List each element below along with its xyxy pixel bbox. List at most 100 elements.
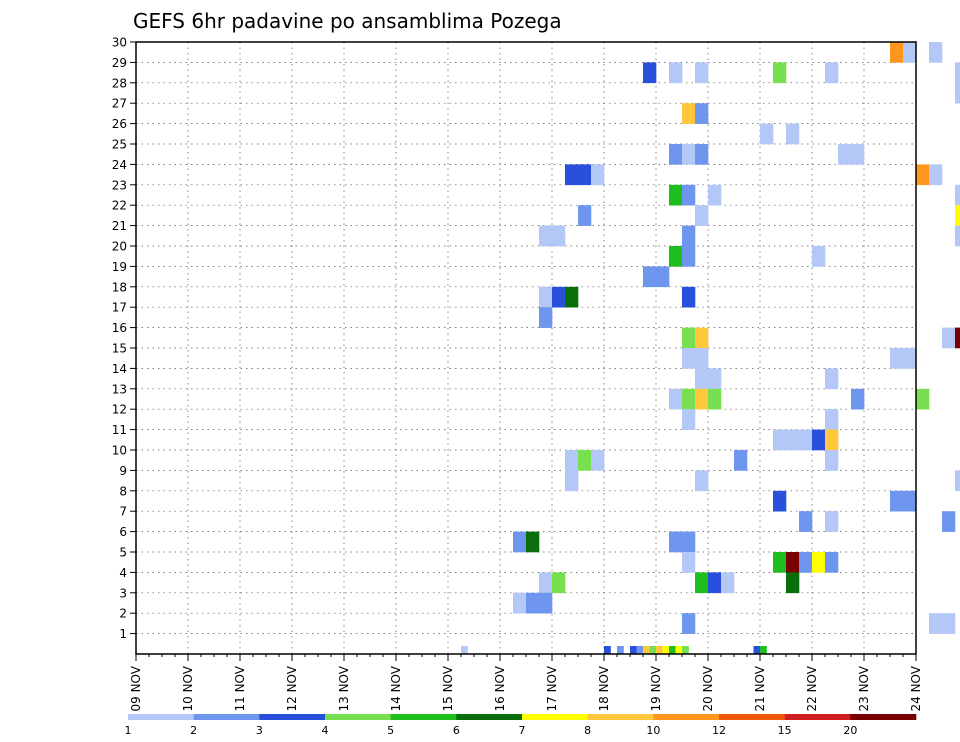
x-tick-label: 14 NOV — [389, 665, 403, 711]
data-cell — [604, 646, 611, 654]
colorbar-label: 8 — [584, 724, 591, 737]
data-cell — [955, 470, 960, 492]
data-cell — [669, 144, 683, 165]
data-cell — [695, 572, 709, 594]
data-cell — [760, 123, 774, 145]
data-cell — [955, 184, 960, 206]
data-cell — [669, 184, 683, 206]
data-cell — [539, 307, 553, 328]
y-tick-label: 24 — [112, 158, 127, 172]
data-cell — [695, 470, 709, 492]
data-cell — [786, 552, 800, 573]
x-tick-label: 24 NOV — [909, 665, 923, 711]
data-cell — [786, 429, 800, 451]
x-tick-label: 20 NOV — [701, 665, 715, 711]
data-cell — [721, 572, 735, 594]
data-cell — [773, 490, 787, 512]
x-tick-label: 13 NOV — [337, 665, 351, 711]
data-cell — [565, 450, 579, 471]
colorbar-label: 3 — [256, 724, 263, 737]
data-cell — [682, 103, 696, 124]
y-tick-label: 26 — [112, 117, 127, 131]
data-cell — [513, 531, 527, 553]
data-cell — [669, 388, 683, 410]
x-tick-label: 15 NOV — [441, 665, 455, 711]
data-cell — [695, 368, 709, 390]
data-cell — [695, 103, 709, 124]
chart-title: GEFS 6hr padavine po ansamblima Pozega — [133, 9, 562, 33]
y-tick-label: 20 — [112, 240, 127, 254]
data-cell — [708, 388, 722, 410]
y-tick-label: 30 — [112, 36, 127, 50]
data-cell — [539, 225, 553, 247]
data-cell — [695, 327, 709, 349]
data-cell — [825, 552, 839, 573]
x-tick-label: 12 NOV — [285, 665, 299, 711]
colorbar-swatch — [456, 714, 523, 720]
y-tick-label: 16 — [112, 321, 127, 335]
y-tick-label: 22 — [112, 199, 127, 213]
data-cell — [675, 646, 683, 654]
colorbar-label: 15 — [778, 724, 792, 737]
data-cell — [812, 429, 826, 451]
y-tick-label: 3 — [119, 586, 127, 600]
data-cell — [539, 286, 553, 308]
data-cell — [617, 646, 624, 654]
data-cell — [578, 164, 592, 186]
data-cell — [955, 62, 960, 84]
x-tick-label: 21 NOV — [753, 665, 767, 711]
colorbar-swatch — [390, 714, 457, 720]
data-cell — [682, 327, 696, 349]
data-cell — [890, 348, 904, 369]
y-tick-label: 23 — [112, 178, 127, 192]
data-cell — [955, 205, 960, 226]
data-cell — [630, 646, 637, 654]
data-cell — [812, 552, 826, 573]
data-cell — [656, 266, 670, 288]
y-tick-label: 4 — [119, 566, 127, 580]
data-cell — [461, 646, 468, 654]
data-cell — [682, 531, 696, 553]
x-tick-label: 18 NOV — [597, 665, 611, 711]
data-cell — [578, 205, 592, 226]
colorbar-label: 5 — [387, 724, 394, 737]
data-cell — [942, 613, 956, 634]
data-cell — [682, 552, 696, 573]
y-axis-ticks: 1234567891011121314151617181920212223242… — [112, 36, 136, 641]
colorbar-label: 20 — [843, 724, 857, 737]
data-cell — [708, 184, 722, 206]
data-cell — [695, 205, 709, 226]
data-cell — [669, 646, 676, 654]
colorbar-swatch — [850, 714, 917, 720]
data-cell — [682, 184, 696, 206]
x-tick-label: 22 NOV — [805, 665, 819, 711]
colorbar-swatch — [784, 714, 851, 720]
data-cell — [890, 490, 904, 512]
data-cell — [825, 62, 839, 84]
data-cell — [708, 368, 722, 390]
data-cell — [591, 164, 605, 186]
data-cell — [662, 646, 670, 654]
data-cell — [734, 450, 748, 471]
y-tick-label: 13 — [112, 382, 127, 396]
data-cell — [786, 572, 800, 594]
x-axis-ticks: 09 NOV 10 NOV 11 NOV 12 NOV 13 NOV 14 NOV 15 N… — [129, 654, 923, 712]
data-cell — [526, 592, 540, 614]
x-tick-label: 10 NOV — [181, 665, 195, 711]
data-cell — [708, 572, 722, 594]
data-cell — [643, 646, 650, 654]
colorbar-swatch — [128, 714, 194, 720]
data-cell — [682, 246, 696, 267]
data-cell — [513, 592, 527, 614]
data-cell — [929, 164, 943, 186]
y-tick-label: 11 — [112, 423, 127, 437]
data-cell — [552, 286, 566, 308]
data-cell — [753, 646, 761, 654]
y-tick-label: 2 — [119, 607, 127, 621]
y-tick-label: 12 — [112, 403, 127, 417]
y-tick-label: 10 — [112, 444, 127, 458]
data-cell — [825, 450, 839, 471]
x-tick-label: 09 NOV — [129, 665, 143, 711]
data-cell — [929, 613, 943, 634]
